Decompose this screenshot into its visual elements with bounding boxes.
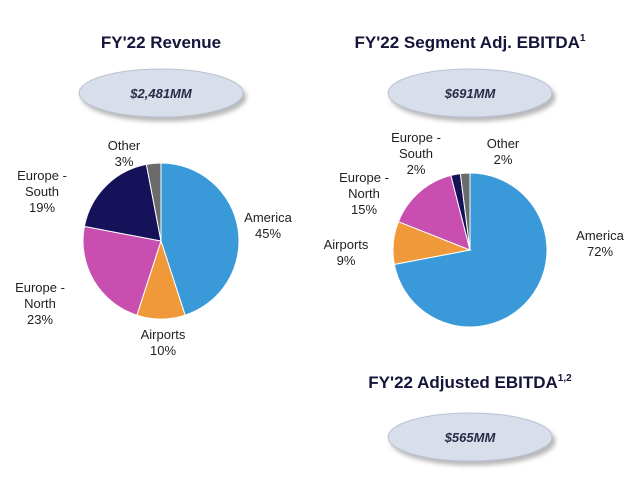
slice-label: Other 3% [87, 138, 161, 170]
pie-slice [82, 225, 162, 316]
category-label: Europe - North [339, 170, 389, 201]
category-label: Airports [323, 237, 369, 252]
value-label: 23% [26, 312, 54, 327]
category-label: Europe - South [17, 168, 67, 199]
value-label: 9% [336, 253, 356, 268]
pie-slice [83, 163, 162, 242]
slice-label: America 72% [563, 228, 637, 260]
category-label: Europe - North [15, 280, 65, 311]
total: $2,481MM [129, 86, 193, 101]
slice-label: Europe - South 19% [5, 168, 79, 216]
category-label: Other [486, 136, 520, 151]
slice-label: Airports 10% [126, 327, 200, 359]
total: $691MM [444, 86, 497, 101]
value-label: 15% [350, 202, 378, 217]
slice-label: Europe - North 23% [3, 280, 77, 328]
section-title: FY'22 Adjusted EBITDA1,2 [368, 373, 572, 392]
slice-label: America 45% [231, 210, 305, 242]
category-label: Airports [140, 327, 186, 342]
value-label: 45% [254, 226, 282, 241]
category-label: America [244, 210, 292, 225]
total-pill [78, 68, 244, 118]
category-label: America [576, 228, 624, 243]
category-label: Other [107, 138, 141, 153]
chart-title: FY'22 Revenue [101, 33, 221, 52]
total-pill [387, 68, 553, 118]
pie-slice [145, 162, 162, 242]
category-label: Europe - South [391, 130, 441, 161]
value-label: 2% [493, 152, 513, 167]
value-label: 19% [28, 200, 56, 215]
value-label: 72% [586, 244, 614, 259]
total-pill [387, 412, 553, 462]
chart-title: FY'22 Segment Adj. EBITDA1 [355, 33, 586, 52]
value-label: 3% [114, 154, 134, 169]
total: $565MM [444, 430, 497, 445]
pie-slice [397, 174, 471, 251]
slice-label: Europe - North 15% [327, 170, 401, 218]
value-label: 2% [406, 162, 426, 177]
value-label: 10% [149, 343, 177, 358]
pie-slice [160, 162, 240, 316]
pie-slice [459, 172, 471, 251]
slice-label: Airports 9% [309, 237, 383, 269]
slice-label: Europe - South 2% [379, 130, 453, 178]
slice-label: Other 2% [466, 136, 540, 168]
